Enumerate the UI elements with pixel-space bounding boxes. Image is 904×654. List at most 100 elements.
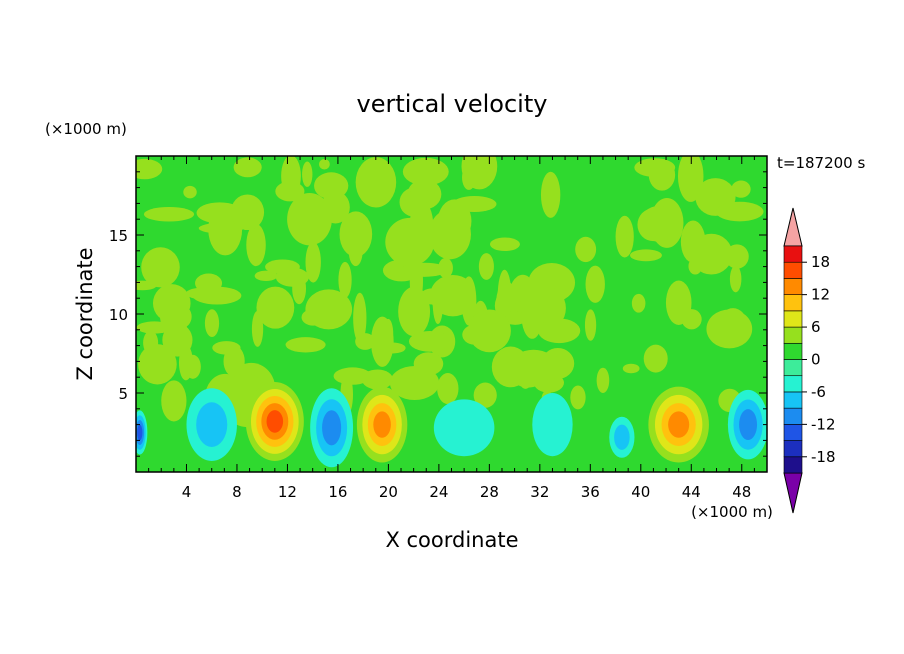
weak-updraft-patch: [540, 171, 561, 218]
weak-updraft-patch: [251, 310, 264, 347]
colorbar-box: [783, 407, 803, 425]
weak-updraft-patch: [413, 352, 444, 376]
weak-updraft-patch: [462, 164, 476, 190]
weak-updraft-patch: [254, 270, 278, 282]
y-tick-label: 5: [118, 385, 128, 403]
x-tick-label: 28: [480, 483, 499, 501]
weak-updraft-patch: [338, 261, 352, 299]
weak-updraft-patch: [185, 287, 227, 300]
weak-updraft-patch: [333, 367, 372, 385]
weak-updraft-patch: [141, 247, 180, 288]
weak-updraft-patch: [631, 293, 646, 313]
y-axis: 5 10 15: [109, 171, 767, 457]
x-tick-label: 20: [379, 483, 398, 501]
contour-field: [136, 156, 767, 472]
contour-cell-band: [614, 424, 630, 450]
weak-updraft-patch: [508, 274, 538, 323]
colorbar-box: [783, 424, 803, 441]
weak-updraft-patch: [437, 373, 459, 405]
weak-updraft-patch: [223, 345, 245, 377]
weak-updraft-patch: [615, 215, 634, 258]
colorbar-box: [783, 326, 803, 344]
weak-updraft-patch: [478, 253, 494, 280]
contour-cell-band: [266, 410, 284, 433]
weak-updraft-patch: [585, 265, 605, 303]
weak-updraft-patch: [178, 344, 193, 381]
weak-updraft-patch: [419, 288, 446, 305]
contour-cell-band: [596, 367, 610, 393]
weak-updraft-patch: [386, 228, 428, 242]
weak-updraft-patch: [339, 211, 373, 257]
contour-cell-band: [433, 399, 495, 457]
contour-cell-band: [527, 351, 540, 371]
x-tick-label: 12: [278, 483, 297, 501]
weak-updraft-patch: [256, 286, 295, 329]
weak-updraft-patch: [406, 189, 435, 203]
y-unit-label: (×1000 m): [45, 120, 127, 138]
colorbar-box: [783, 456, 803, 474]
weak-updraft-patch: [138, 344, 177, 385]
colorbar-box: [783, 359, 803, 377]
weak-updraft-patch: [183, 185, 197, 199]
colorbar-tick-label: 18: [811, 253, 830, 271]
colorbar-box: [783, 440, 803, 458]
weak-updraft-patch: [537, 318, 581, 344]
weak-updraft-patch: [355, 333, 376, 350]
weak-updraft-patch: [305, 241, 321, 283]
contour-cell-band: [739, 409, 758, 441]
weak-updraft-patch: [630, 249, 662, 262]
chart-title: vertical velocity: [357, 90, 548, 118]
y-tick-label: 10: [109, 306, 128, 324]
weak-updraft-patch: [143, 330, 159, 355]
colorbar-box: [783, 375, 803, 393]
weak-updraft-patch: [285, 337, 326, 353]
colorbar-box: [783, 310, 803, 328]
weak-updraft-patch: [512, 300, 557, 314]
x-tick-label: 16: [328, 483, 347, 501]
x-tick-label: 8: [232, 483, 242, 501]
weak-updraft-patch: [680, 220, 706, 263]
weak-updraft-patch: [302, 161, 313, 187]
x-tick-label: 24: [429, 483, 448, 501]
y-tick-label: 15: [109, 227, 128, 245]
weak-updraft-patch: [677, 156, 704, 202]
contour-cell-band: [161, 380, 187, 422]
weak-updraft-patch: [287, 193, 332, 246]
weak-updraft-patch: [473, 382, 497, 408]
x-tick-label: 32: [530, 483, 549, 501]
y-axis-label: Z coordinate: [73, 247, 97, 380]
weak-updraft-patch: [246, 223, 266, 267]
weak-updraft-patch: [430, 274, 476, 317]
weak-updraft-patch: [410, 248, 422, 293]
weak-updraft-patch: [706, 309, 753, 349]
colorbar-box: [783, 294, 803, 312]
weak-updraft-patch: [715, 201, 764, 222]
weak-updraft-patch: [489, 237, 520, 252]
weak-updraft-patch: [731, 180, 751, 198]
colorbar-max-arrow: [783, 207, 803, 247]
weak-updraft-patch: [408, 330, 451, 352]
x-tick-label: 4: [182, 483, 192, 501]
weak-updraft-patch: [402, 157, 449, 186]
weak-updraft-patch: [622, 363, 640, 374]
weak-updraft-patch: [665, 280, 692, 325]
contour-cell-band: [137, 424, 143, 441]
weak-updraft-patch: [353, 292, 367, 344]
colorbar-box: [783, 261, 803, 279]
x-tick-label: 36: [581, 483, 600, 501]
weak-updraft-patch: [385, 217, 435, 267]
weak-updraft-patch: [136, 158, 163, 180]
x-axis: 4 8 12 16 20 24 28 32 36 40 44 48: [148, 156, 755, 501]
weak-updraft-patch: [143, 207, 195, 222]
weak-updraft-patch: [319, 158, 330, 170]
weak-updraft-patch: [292, 272, 307, 305]
weak-updraft-patch: [725, 244, 749, 269]
weak-updraft-patch: [639, 205, 678, 242]
weak-updraft-patch: [468, 309, 511, 353]
weak-updraft-patch: [321, 191, 350, 224]
colorbar-tick-label: 12: [811, 286, 830, 304]
weak-updraft-patch: [643, 344, 668, 373]
time-label: t=187200 s: [777, 154, 865, 172]
weak-updraft-patch: [230, 194, 265, 231]
